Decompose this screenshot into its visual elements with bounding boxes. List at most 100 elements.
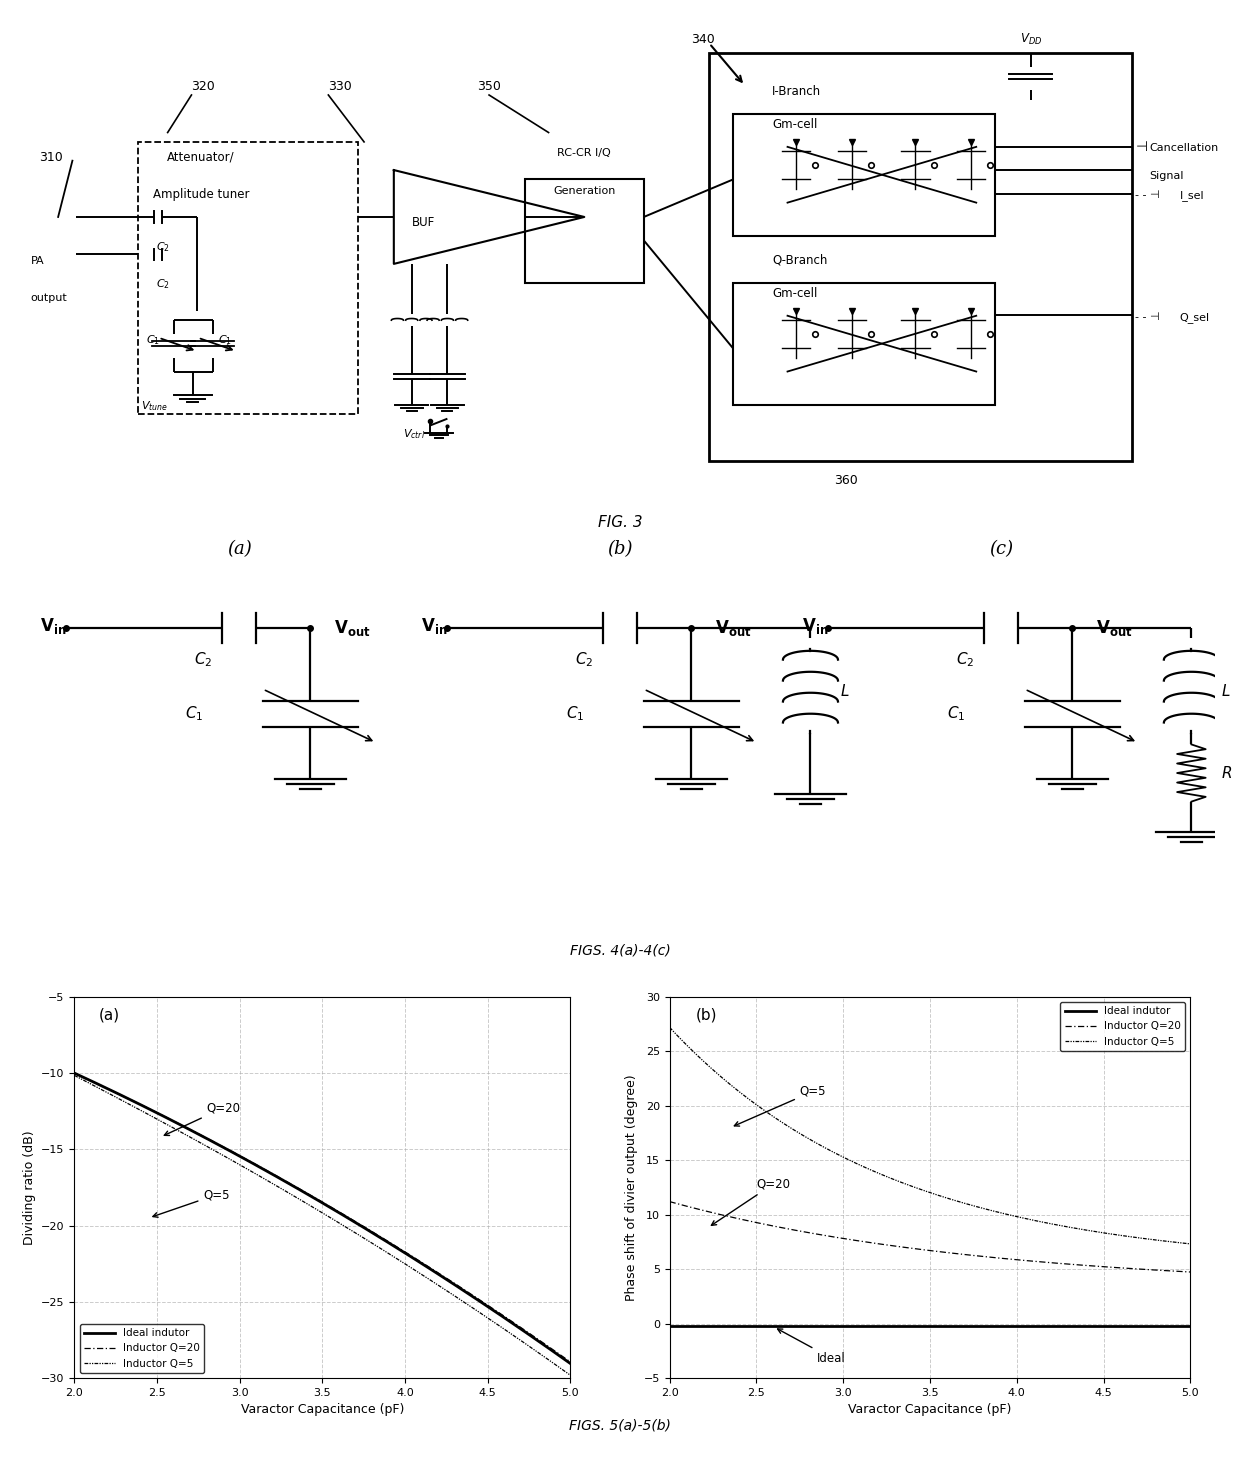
Ideal indutor — [832, 1316, 847, 1334]
Text: Generation: Generation — [553, 186, 615, 195]
Text: PA: PA — [31, 257, 45, 265]
Inductor Q=5 — [1183, 1234, 1198, 1252]
Text: RC-CR I/Q: RC-CR I/Q — [558, 148, 611, 158]
Text: (a): (a) — [227, 539, 252, 559]
Inductor Q=20 — [725, 1208, 740, 1226]
Legend: Ideal indutor, Inductor Q=20, Inductor Q=5: Ideal indutor, Inductor Q=20, Inductor Q… — [1060, 1003, 1185, 1051]
Text: FIGS. 4(a)-4(c): FIGS. 4(a)-4(c) — [569, 943, 671, 957]
Text: (b): (b) — [696, 1007, 717, 1023]
Y-axis label: Dividing ratio (dB): Dividing ratio (dB) — [22, 1130, 36, 1245]
Bar — [733, 283, 994, 405]
Ideal indutor — [126, 1092, 141, 1110]
Ideal indutor — [990, 1316, 1004, 1334]
Text: BUF: BUF — [412, 217, 435, 229]
Ideal indutor — [263, 1164, 278, 1182]
Text: Gm-cell: Gm-cell — [773, 287, 817, 299]
Text: Q=20: Q=20 — [712, 1177, 790, 1226]
Text: $C_1$: $C_1$ — [146, 334, 160, 347]
Text: Ideal: Ideal — [777, 1328, 846, 1365]
Line: Inductor Q=20: Inductor Q=20 — [670, 1202, 1190, 1272]
Text: $C_1$: $C_1$ — [218, 334, 232, 347]
Text: 330: 330 — [329, 81, 352, 94]
Inductor Q=5 — [67, 1067, 82, 1085]
Text: $\mathbf{V_{in}}$: $\mathbf{V_{in}}$ — [40, 616, 67, 636]
Inductor Q=5 — [425, 1272, 440, 1290]
Inductor Q=5 — [228, 1154, 243, 1171]
Line: Ideal indutor: Ideal indutor — [74, 1073, 570, 1363]
Inductor Q=20 — [263, 1164, 278, 1182]
Text: (b): (b) — [608, 539, 632, 559]
Text: ⊣: ⊣ — [1136, 141, 1147, 154]
Inductor Q=5 — [832, 1146, 847, 1164]
Text: 350: 350 — [477, 81, 501, 94]
Text: $C_2$: $C_2$ — [156, 277, 170, 292]
Text: $\mathbf{V_{out}}$: $\mathbf{V_{out}}$ — [715, 619, 751, 638]
Text: Q=5: Q=5 — [734, 1085, 826, 1126]
Text: $\mathbf{V_{out}}$: $\mathbf{V_{out}}$ — [1096, 619, 1132, 638]
Text: $\mathbf{V_{in}}$: $\mathbf{V_{in}}$ — [802, 616, 828, 636]
Text: - - ⊣: - - ⊣ — [1136, 191, 1161, 201]
Text: Amplitude tuner: Amplitude tuner — [153, 188, 249, 201]
Text: $C_2$: $C_2$ — [156, 240, 170, 254]
Text: (c): (c) — [988, 539, 1013, 559]
Inductor Q=20 — [1038, 1253, 1053, 1271]
Text: $C_2$: $C_2$ — [956, 651, 975, 668]
Ideal indutor — [1038, 1316, 1053, 1334]
Ideal indutor — [67, 1064, 82, 1082]
Inductor Q=20 — [990, 1249, 1004, 1267]
Bar — [709, 53, 1132, 460]
Text: $C_2$: $C_2$ — [575, 651, 594, 668]
Bar — [525, 179, 644, 283]
Inductor Q=5 — [428, 1274, 443, 1292]
Inductor Q=20 — [868, 1234, 883, 1252]
Text: $R$: $R$ — [1221, 765, 1233, 781]
Text: $\mathbf{V_{out}}$: $\mathbf{V_{out}}$ — [335, 619, 371, 638]
Inductor Q=5 — [1038, 1214, 1053, 1231]
Inductor Q=20 — [428, 1262, 443, 1280]
Inductor Q=5 — [263, 1174, 278, 1192]
Inductor Q=20 — [228, 1145, 243, 1163]
Ideal indutor — [1040, 1316, 1055, 1334]
Text: 360: 360 — [835, 475, 858, 487]
Bar — [138, 142, 358, 413]
Inductor Q=20 — [832, 1229, 847, 1246]
Ideal indutor — [428, 1264, 443, 1281]
Line: Inductor Q=5: Inductor Q=5 — [74, 1076, 570, 1375]
Ideal indutor — [662, 1316, 677, 1334]
Inductor Q=20 — [67, 1064, 82, 1082]
Inductor Q=5 — [563, 1366, 578, 1384]
Text: $\mathbf{V_{in}}$: $\mathbf{V_{in}}$ — [422, 616, 448, 636]
Legend: Ideal indutor, Inductor Q=20, Inductor Q=5: Ideal indutor, Inductor Q=20, Inductor Q… — [79, 1324, 205, 1372]
Text: $C_1$: $C_1$ — [565, 705, 584, 723]
Text: FIGS. 5(a)-5(b): FIGS. 5(a)-5(b) — [569, 1418, 671, 1432]
Inductor Q=5 — [868, 1164, 883, 1182]
Bar — [733, 114, 994, 236]
X-axis label: Varactor Capacitance (pF): Varactor Capacitance (pF) — [241, 1403, 404, 1416]
Text: (a): (a) — [99, 1007, 120, 1023]
Text: output: output — [31, 293, 67, 303]
Text: $V_{ctrl}$: $V_{ctrl}$ — [403, 428, 425, 441]
Text: $V_{tune}$: $V_{tune}$ — [141, 399, 169, 413]
Text: FIG. 3: FIG. 3 — [598, 515, 642, 529]
Text: Attenuator/: Attenuator/ — [167, 151, 234, 164]
Ideal indutor — [425, 1262, 440, 1280]
Ideal indutor — [563, 1355, 578, 1372]
Inductor Q=5 — [990, 1204, 1004, 1221]
Inductor Q=20 — [126, 1092, 141, 1110]
Line: Inductor Q=20: Inductor Q=20 — [74, 1073, 570, 1362]
Text: $C_1$: $C_1$ — [947, 705, 965, 723]
Text: $L$: $L$ — [1221, 683, 1231, 699]
Text: I_sel: I_sel — [1179, 191, 1204, 201]
Inductor Q=20 — [425, 1261, 440, 1278]
Text: Q=20: Q=20 — [165, 1101, 241, 1136]
Text: $L$: $L$ — [841, 683, 849, 699]
Text: 320: 320 — [191, 81, 216, 94]
Y-axis label: Phase shift of divier output (degree): Phase shift of divier output (degree) — [625, 1075, 637, 1300]
Text: - - ⊣: - - ⊣ — [1136, 312, 1161, 323]
Inductor Q=5 — [1040, 1214, 1055, 1231]
Inductor Q=20 — [1040, 1253, 1055, 1271]
Text: 340: 340 — [692, 34, 715, 47]
Ideal indutor — [1183, 1316, 1198, 1334]
Text: Cancellation: Cancellation — [1149, 144, 1219, 154]
X-axis label: Varactor Capacitance (pF): Varactor Capacitance (pF) — [848, 1403, 1012, 1416]
